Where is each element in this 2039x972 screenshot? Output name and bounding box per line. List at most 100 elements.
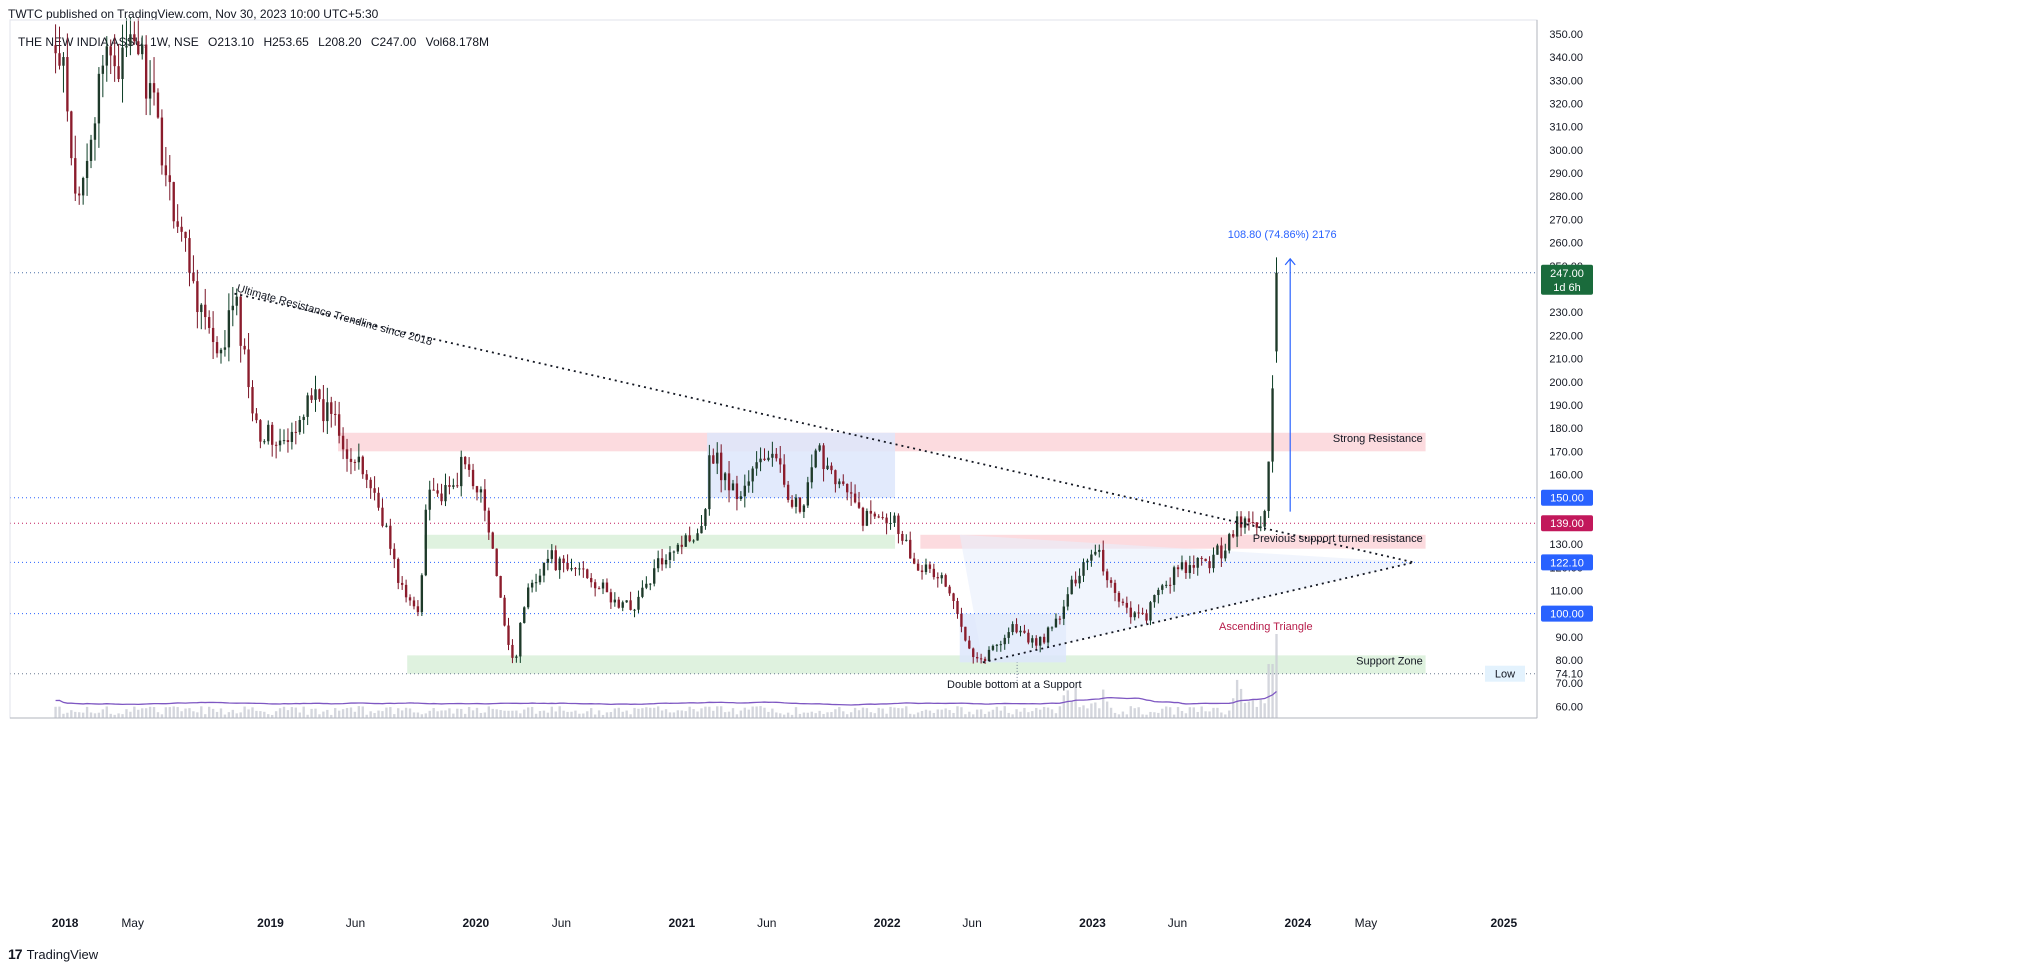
candle-body xyxy=(1105,571,1109,581)
volume-bar xyxy=(361,706,364,718)
price-label-bg-0 xyxy=(1541,264,1593,295)
candle-body xyxy=(574,568,577,570)
candle-body xyxy=(834,470,837,485)
volume-bar xyxy=(629,714,632,718)
candle-body xyxy=(601,582,605,589)
candle-body xyxy=(1149,602,1152,621)
volume-bar xyxy=(779,713,782,718)
candle-body xyxy=(499,576,502,598)
candle-body xyxy=(1007,632,1010,638)
volume-bar xyxy=(822,713,825,718)
candle-body xyxy=(700,525,703,534)
candle-body xyxy=(802,505,806,512)
price-label-bg-4 xyxy=(1541,605,1593,622)
legend-close: C247.00 xyxy=(370,35,417,49)
volume-bar xyxy=(121,714,124,718)
volume-bar xyxy=(1243,702,1247,718)
volume-bar xyxy=(527,707,530,718)
volume-bar xyxy=(928,710,932,718)
candle-body xyxy=(645,583,648,588)
candle-body xyxy=(716,452,719,464)
volume-bar xyxy=(649,707,652,718)
volume-bar xyxy=(731,708,735,718)
y-tick-label: 70.00 xyxy=(1555,678,1583,690)
candle-body xyxy=(751,468,754,482)
candle-body xyxy=(861,507,865,526)
volume-bar xyxy=(499,709,502,718)
candle-body xyxy=(353,461,357,463)
candle-body xyxy=(117,66,120,80)
tradingview-footer[interactable]: 17 TradingView xyxy=(8,946,98,962)
y-tick-label: 260.00 xyxy=(1549,238,1583,250)
candle-body xyxy=(849,492,853,494)
candle-body xyxy=(790,499,794,507)
volume-bar xyxy=(972,714,975,718)
candle-body xyxy=(909,539,912,559)
candle-body xyxy=(377,492,380,508)
volume-bar xyxy=(582,713,585,718)
volume-bar xyxy=(747,709,750,718)
volume-bar xyxy=(365,714,368,718)
y-tick-label: 170.00 xyxy=(1549,446,1583,458)
volume-bar xyxy=(81,712,85,718)
candle-body xyxy=(467,464,471,470)
x-tick-label: 2020 xyxy=(463,916,490,930)
candle-body xyxy=(656,558,660,569)
candle-body xyxy=(794,497,798,507)
candle-body xyxy=(735,483,739,500)
candle-body xyxy=(460,456,463,487)
volume-bar xyxy=(460,708,463,718)
candle-body xyxy=(223,347,227,350)
volume-bar xyxy=(987,711,991,718)
volume-bar xyxy=(1078,707,1081,718)
volume-bar xyxy=(341,709,345,718)
volume-bar xyxy=(979,709,983,718)
candle-body xyxy=(1228,534,1231,551)
volume-bar xyxy=(873,713,876,718)
volume-bar xyxy=(1027,712,1030,718)
x-tick-label: 2022 xyxy=(874,916,901,930)
volume-bar xyxy=(463,713,467,718)
candle-body xyxy=(960,613,963,627)
candle-body xyxy=(341,435,345,450)
candle-body xyxy=(62,57,65,66)
volume-ma-line xyxy=(55,691,1277,706)
candle-body xyxy=(89,139,93,161)
volume-bar xyxy=(546,712,550,718)
candle-body xyxy=(818,445,821,451)
volume-bar xyxy=(534,713,538,718)
candle-body xyxy=(207,317,211,328)
volume-bar xyxy=(404,707,408,718)
volume-bar xyxy=(936,709,939,718)
candle-body xyxy=(475,486,479,493)
candle-body xyxy=(448,485,451,487)
candle-body xyxy=(113,55,116,67)
volume-bar xyxy=(838,707,841,718)
volume-bar xyxy=(117,713,120,718)
y-tick-label: 220.00 xyxy=(1549,330,1583,342)
volume-bar xyxy=(491,708,494,718)
y-tick-label: 160.00 xyxy=(1549,470,1583,482)
candle-body xyxy=(471,469,475,487)
zone-support-zone xyxy=(407,655,1426,674)
candle-body xyxy=(1247,518,1251,523)
candle-body xyxy=(227,310,231,348)
candle-body xyxy=(590,578,593,583)
plot-frame xyxy=(9,19,1538,719)
volume-bar xyxy=(247,709,250,718)
volume-bar xyxy=(700,708,703,718)
candle-body xyxy=(81,178,85,196)
candle-body xyxy=(215,342,219,354)
price-label-3: 122.10 xyxy=(1550,557,1584,569)
volume-bar xyxy=(349,707,353,718)
volume-bar xyxy=(1165,706,1168,718)
candle-body xyxy=(416,606,420,613)
candle-body xyxy=(1066,594,1069,607)
price-label-2: 139.00 xyxy=(1550,518,1584,530)
candle-body xyxy=(97,73,101,124)
volume-bar xyxy=(298,712,301,718)
volume-bar xyxy=(999,710,1002,718)
legend-symbol[interactable]: THE NEW INDIA ASSU, 1W, NSE xyxy=(18,35,199,49)
brand-name: TradingView xyxy=(26,946,99,962)
